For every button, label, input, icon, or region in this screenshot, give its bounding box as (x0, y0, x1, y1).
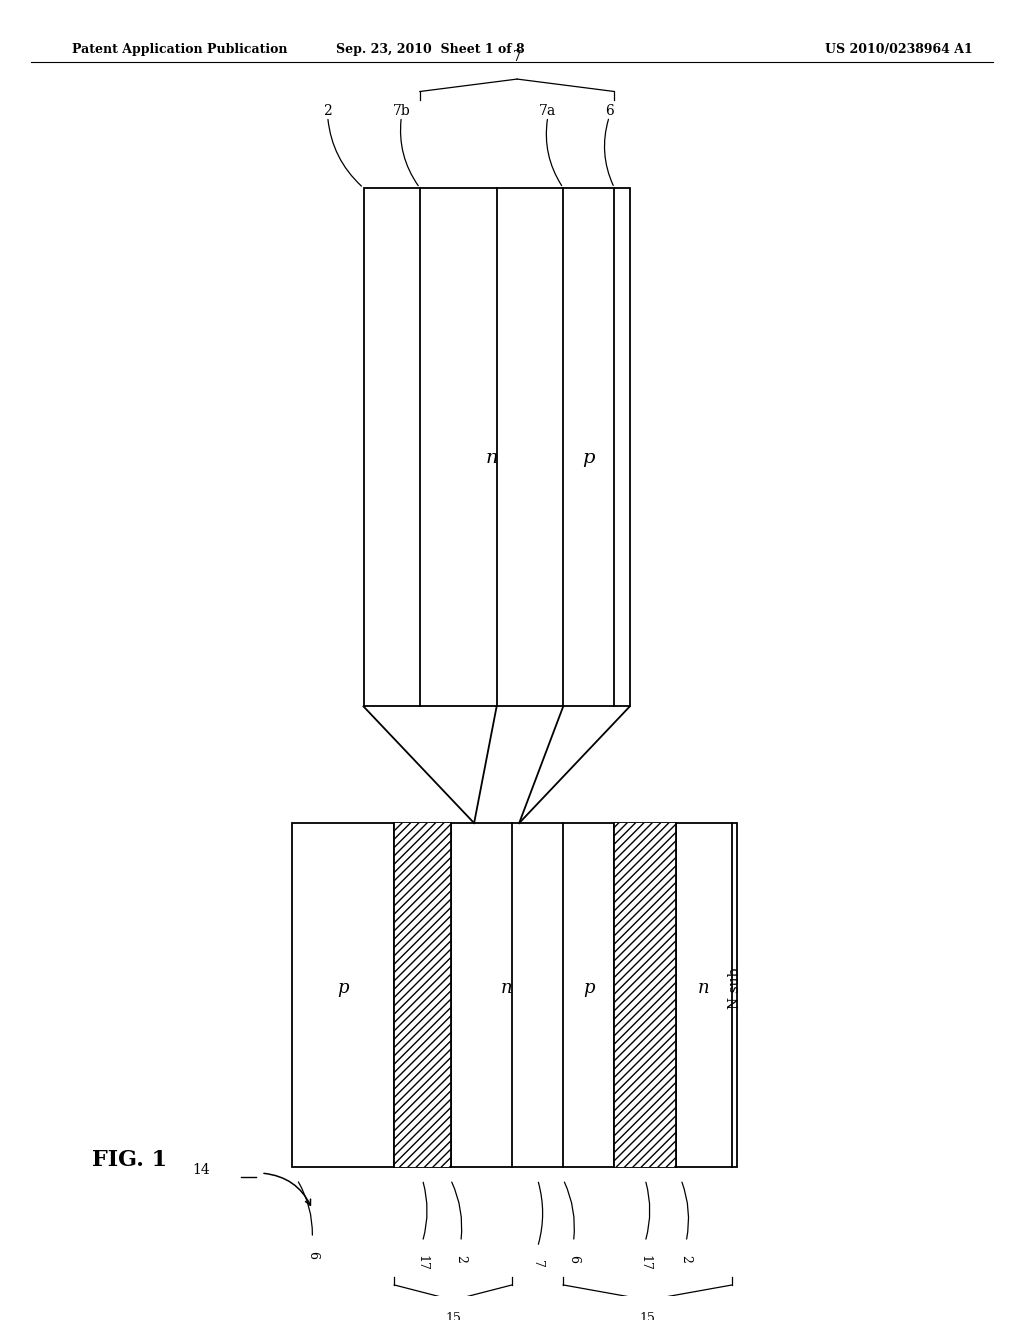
Text: 17: 17 (639, 1255, 651, 1271)
Text: n: n (501, 979, 513, 997)
Text: p: p (583, 979, 595, 997)
Text: 7: 7 (531, 1259, 544, 1267)
Text: 15: 15 (445, 1312, 461, 1320)
Text: 14: 14 (193, 1163, 210, 1177)
Text: 7b: 7b (392, 104, 411, 117)
Bar (614, 824, 676, 1167)
Text: US 2010/0238964 A1: US 2010/0238964 A1 (825, 42, 973, 55)
Text: p: p (583, 449, 595, 466)
Text: 2: 2 (455, 1255, 467, 1263)
Bar (394, 824, 451, 1167)
Text: 2: 2 (680, 1255, 692, 1263)
Text: 6: 6 (306, 1251, 318, 1259)
Text: FIG. 1: FIG. 1 (92, 1150, 167, 1171)
Text: 7: 7 (513, 50, 521, 63)
Text: 7a: 7a (540, 104, 556, 117)
Text: N sub: N sub (728, 968, 741, 1008)
Text: 6: 6 (605, 104, 613, 117)
Text: 2: 2 (324, 104, 332, 117)
Text: Patent Application Publication: Patent Application Publication (72, 42, 287, 55)
Text: 15: 15 (640, 1312, 655, 1320)
Text: p: p (337, 979, 349, 997)
Text: n: n (485, 449, 498, 466)
Text: Sep. 23, 2010  Sheet 1 of 8: Sep. 23, 2010 Sheet 1 of 8 (336, 42, 524, 55)
Text: 6: 6 (567, 1255, 580, 1263)
Text: n: n (698, 979, 710, 997)
Text: 17: 17 (416, 1255, 429, 1271)
